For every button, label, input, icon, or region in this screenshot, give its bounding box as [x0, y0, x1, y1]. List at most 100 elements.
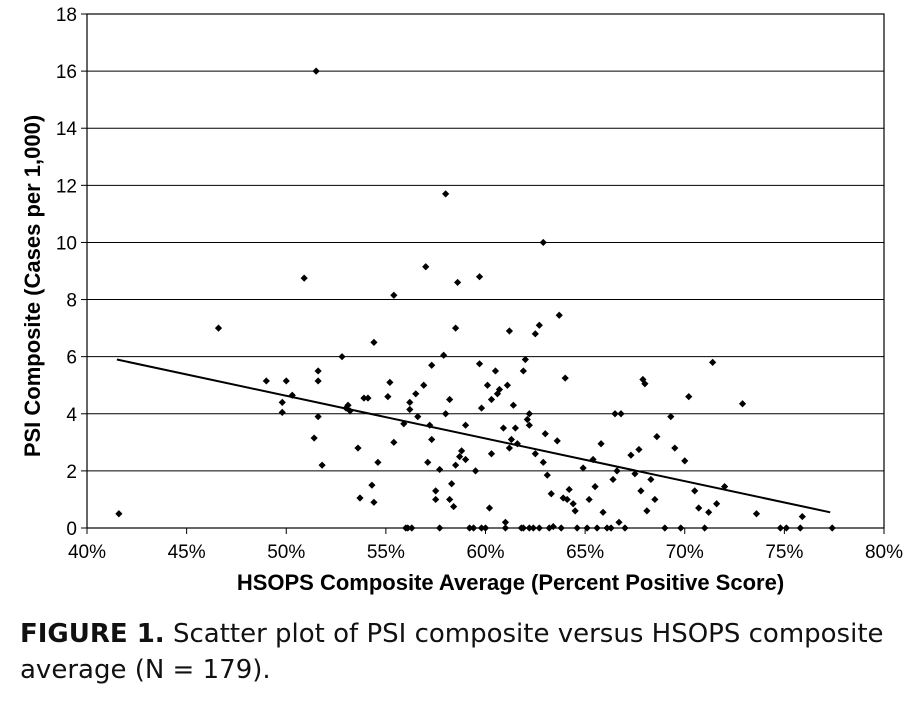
data-point [677, 524, 685, 532]
data-point [535, 321, 543, 329]
data-point [579, 464, 587, 472]
data-point [457, 447, 466, 455]
figure-caption-lead: FIGURE 1. [20, 619, 165, 649]
x-tick-label: 80% [865, 542, 903, 563]
data-point [721, 482, 729, 491]
data-point [539, 458, 547, 466]
data-point [603, 524, 611, 532]
data-point [627, 451, 635, 459]
data-point [563, 495, 571, 504]
data-point [338, 353, 346, 361]
data-point [573, 524, 581, 532]
data-point [424, 458, 432, 466]
data-point [446, 495, 454, 504]
data-point [523, 415, 531, 424]
data-point [406, 405, 414, 414]
data-point [571, 507, 579, 515]
data-point [505, 327, 514, 335]
x-tick-label: 65% [566, 542, 604, 563]
data-point [406, 398, 414, 406]
data-point [531, 450, 539, 458]
data-point [354, 444, 362, 452]
data-points [115, 67, 836, 532]
data-point [519, 524, 527, 532]
figure-caption-text: Scatter plot of PSI composite versus HSO… [20, 619, 884, 685]
y-tick-label: 2 [66, 462, 77, 483]
data-point [278, 408, 286, 416]
data-point [535, 524, 543, 532]
data-point [495, 385, 504, 394]
data-point [314, 377, 322, 385]
data-point [487, 395, 496, 404]
data-point [454, 278, 462, 287]
y-tick-label: 16 [56, 62, 77, 83]
data-point [408, 524, 416, 532]
data-point [314, 413, 322, 421]
data-point [667, 413, 675, 421]
data-point [828, 524, 836, 532]
data-point [481, 524, 490, 532]
data-point [432, 495, 440, 504]
data-point [412, 390, 420, 398]
data-point [448, 480, 456, 488]
data-point [593, 524, 601, 532]
data-point [597, 440, 605, 448]
data-point [613, 467, 621, 475]
y-axis: 0 2 4 6 8 10 12 14 16 18 [56, 5, 87, 540]
data-point [442, 410, 450, 418]
data-point [452, 461, 460, 469]
data-point [483, 381, 492, 389]
data-point [465, 524, 474, 532]
data-point [635, 445, 643, 454]
data-point [569, 500, 577, 508]
data-point [543, 471, 551, 479]
gridlines [87, 70, 884, 472]
data-point [782, 524, 790, 532]
data-point [565, 485, 573, 494]
y-tick-label: 12 [56, 176, 77, 197]
data-point [310, 434, 318, 442]
data-point [557, 524, 565, 532]
x-tick-label: 60% [466, 542, 504, 563]
data-point [695, 504, 703, 512]
y-tick-label: 0 [66, 519, 77, 540]
data-point [561, 374, 569, 382]
data-point [432, 487, 440, 495]
y-tick-label: 8 [66, 291, 77, 312]
data-point [583, 524, 591, 532]
data-point [553, 437, 561, 445]
scatter-chart: 0 2 4 6 8 10 12 14 16 18 40% 45% 50% 55% 60% 65% 70% 75%… [20, 5, 903, 595]
data-point [469, 524, 478, 532]
data-point [450, 502, 458, 511]
data-point [509, 401, 517, 409]
data-point [446, 395, 454, 404]
data-point [384, 393, 392, 401]
data-point [621, 524, 629, 532]
data-point [262, 377, 270, 385]
data-point [461, 421, 470, 429]
plot-area-frame [86, 13, 885, 529]
data-point [356, 494, 364, 502]
y-tick-label: 4 [66, 405, 77, 426]
data-point [344, 401, 352, 409]
data-point [452, 324, 460, 332]
data-point [637, 487, 645, 495]
data-point [555, 311, 563, 319]
x-tick-label: 70% [666, 542, 704, 563]
data-point [477, 524, 486, 532]
data-point [631, 470, 639, 478]
data-point [364, 394, 372, 402]
data-point [501, 518, 510, 526]
y-tick-label: 6 [66, 348, 77, 369]
data-point [525, 421, 533, 429]
data-point [475, 273, 484, 281]
data-point [709, 358, 717, 366]
data-point [461, 455, 470, 464]
data-point [475, 360, 484, 368]
data-point [738, 400, 747, 408]
data-point [653, 433, 661, 441]
data-point [442, 190, 450, 198]
data-point [360, 394, 368, 402]
data-point [491, 367, 500, 375]
data-point [539, 238, 547, 247]
